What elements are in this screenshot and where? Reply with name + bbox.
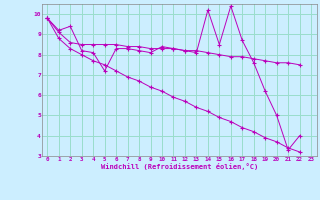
X-axis label: Windchill (Refroidissement éolien,°C): Windchill (Refroidissement éolien,°C) xyxy=(100,163,258,170)
